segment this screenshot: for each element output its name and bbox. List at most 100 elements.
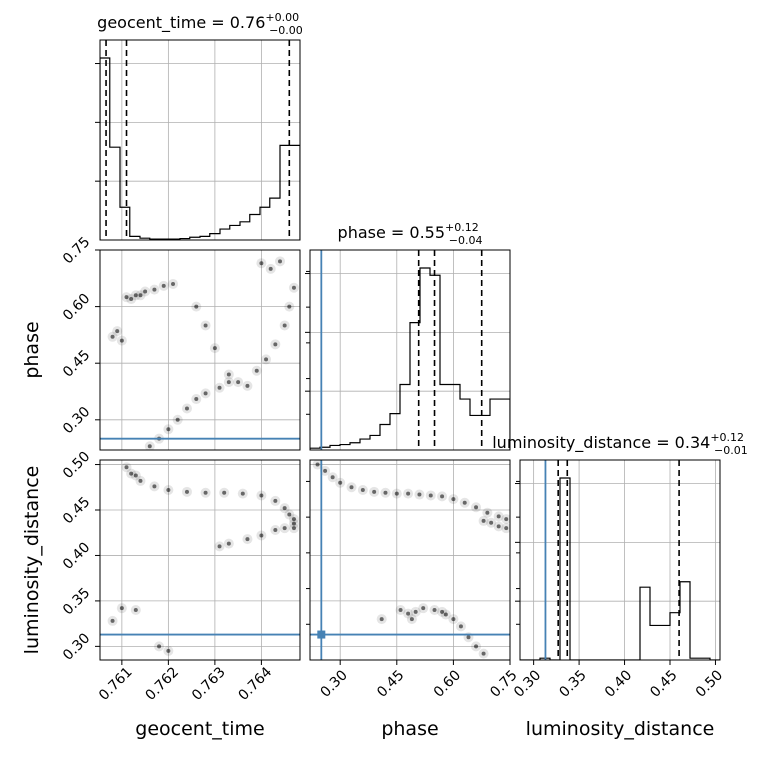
- tick-label-geocent_time: 0.762: [143, 664, 183, 704]
- sample-point: [115, 329, 120, 334]
- sample-point: [175, 417, 180, 422]
- sample-point: [264, 357, 269, 362]
- sample-point: [330, 475, 335, 480]
- sample-point: [143, 289, 148, 294]
- sample-point: [240, 491, 245, 496]
- title-minus: −0.01: [714, 444, 748, 457]
- title-plus: +0.12: [710, 431, 744, 444]
- sample-point: [489, 520, 494, 525]
- sample-point: [383, 490, 388, 495]
- sample-point: [184, 406, 189, 411]
- sample-point: [349, 485, 354, 490]
- sample-point: [504, 517, 509, 522]
- tick-label-luminosity_distance: 0.45: [60, 494, 93, 527]
- sample-point: [360, 488, 365, 492]
- panel-frame: [309, 249, 511, 451]
- sample-point: [428, 493, 433, 498]
- sample-point: [291, 285, 296, 290]
- histogram-phase: [310, 267, 510, 450]
- panel-frame: [519, 459, 721, 661]
- sample-point: [226, 380, 231, 385]
- sample-point: [409, 617, 414, 622]
- tick-label-luminosity_distance: 0.40: [60, 539, 93, 572]
- sample-point: [372, 489, 377, 494]
- sample-point: [110, 618, 115, 623]
- sample-point: [273, 342, 278, 347]
- sample-point: [282, 323, 287, 328]
- tick-label-geocent_time: 0.763: [189, 664, 229, 704]
- sample-point: [147, 444, 152, 449]
- sample-point: [496, 524, 501, 529]
- tick-label-phase: 0.45: [374, 667, 407, 700]
- sample-point: [245, 383, 250, 388]
- hist-panel-phase: phase = 0.55+0.12 −0.04: [305, 221, 511, 451]
- sample-point: [194, 304, 199, 309]
- axis-label-phase: phase: [381, 718, 438, 740]
- sample-point: [217, 385, 222, 390]
- axis-label-geocent_time: geocent_time: [135, 718, 264, 740]
- sample-point: [124, 465, 129, 470]
- sample-point: [119, 338, 124, 343]
- sample-point: [119, 606, 124, 611]
- sample-point: [226, 541, 231, 546]
- sample-point: [481, 651, 486, 656]
- sample-point: [406, 491, 411, 496]
- sample-point: [315, 462, 320, 467]
- tick-label-luminosity_distance: 0.30: [60, 630, 93, 663]
- sample-point: [133, 293, 138, 298]
- axis-label-luminosity_distance: luminosity_distance: [526, 718, 715, 740]
- sample-point: [273, 528, 278, 532]
- tick-label-luminosity_distance: 0.45: [647, 667, 680, 700]
- sample-point: [268, 266, 273, 271]
- title-minus: −0.00: [269, 24, 303, 37]
- title-main: phase = 0.55: [338, 223, 445, 242]
- sample-point: [245, 537, 250, 542]
- sample-point: [443, 612, 448, 617]
- sample-point: [458, 624, 463, 629]
- tick-label-luminosity_distance: 0.40: [602, 667, 635, 700]
- sample-point: [413, 609, 418, 614]
- sample-point: [226, 372, 231, 377]
- sample-point: [203, 391, 208, 396]
- title-phase: phase = 0.55+0.12 −0.04: [338, 221, 483, 247]
- histogram-luminosity_distance: [520, 477, 720, 660]
- tick-label-phase: 0.30: [318, 667, 351, 700]
- tick-label-luminosity_distance: 0.35: [60, 585, 93, 618]
- tick-label-phase: 0.60: [431, 667, 464, 700]
- title-plus: +0.12: [445, 221, 479, 234]
- sample-point: [129, 297, 134, 302]
- sample-point: [161, 283, 166, 288]
- sample-point: [184, 489, 189, 494]
- tick-label-luminosity_distance: 0.35: [556, 667, 589, 700]
- title-plus: +0.00: [265, 11, 299, 24]
- tick-label-geocent_time: 0.761: [96, 664, 136, 704]
- sample-point: [133, 608, 138, 612]
- sample-point: [440, 609, 445, 614]
- sample-point: [110, 334, 115, 339]
- sample-point: [406, 611, 411, 616]
- sample-point: [273, 498, 278, 503]
- sample-point: [152, 484, 157, 489]
- sample-point: [259, 533, 264, 538]
- panel-frame: [309, 459, 511, 661]
- panel-phase_vs_luminosity_distance: [309, 459, 511, 661]
- sample-point: [417, 492, 422, 497]
- sample-point: [481, 518, 486, 523]
- sample-point: [338, 480, 343, 485]
- panel-content: [310, 460, 510, 660]
- hist-panel-geocent_time: geocent_time = 0.76+0.00 −0.00: [95, 11, 303, 241]
- sample-point: [236, 380, 241, 385]
- sample-point: [166, 648, 171, 653]
- sample-point: [474, 644, 479, 649]
- tick-label-phase: 0.75: [60, 234, 93, 267]
- panel-content: [100, 250, 300, 450]
- tick-label-luminosity_distance: 0.30: [511, 667, 544, 700]
- tick-label-geocent_time: 0.764: [236, 664, 276, 704]
- sample-point: [217, 544, 222, 549]
- sample-point: [432, 608, 437, 612]
- sample-point: [124, 295, 129, 300]
- tick-label-luminosity_distance: 0.50: [60, 449, 93, 482]
- sample-point: [323, 468, 328, 473]
- tick-label-phase: 0.45: [60, 347, 93, 380]
